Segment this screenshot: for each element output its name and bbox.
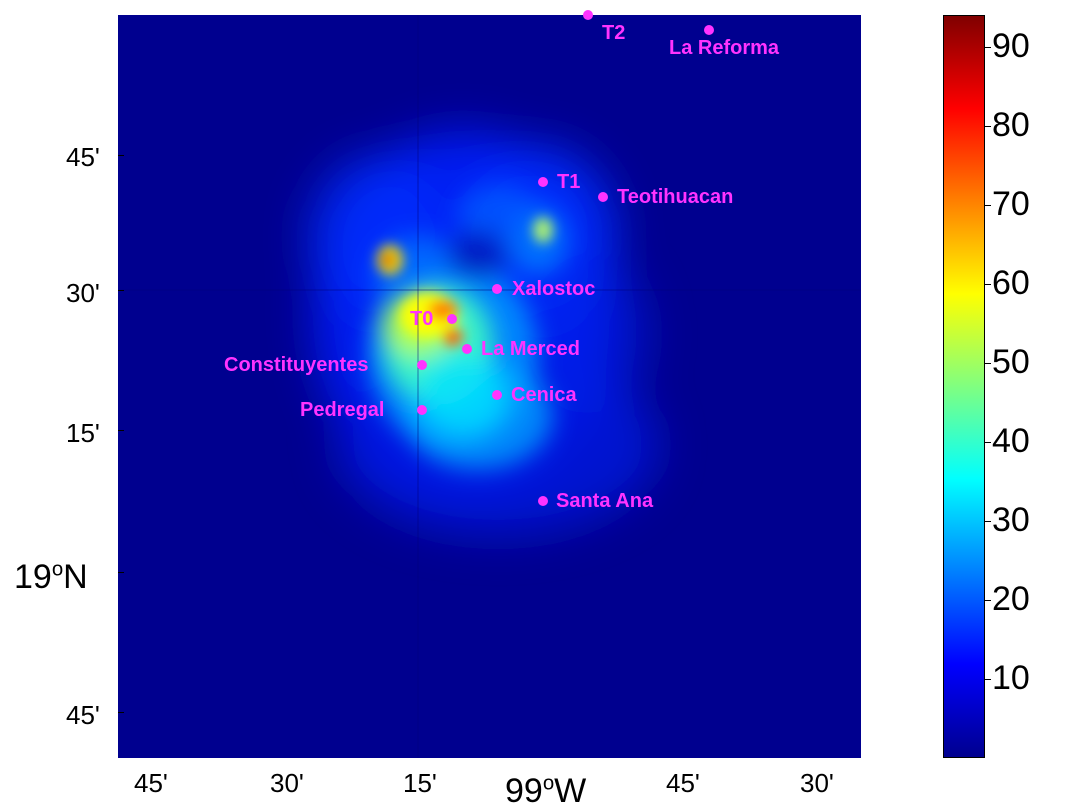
y-tick-label: 45' — [66, 142, 100, 172]
colorbar-label: 60 — [992, 263, 1030, 302]
y-tick-mark — [118, 290, 124, 291]
colorbar-label: 30 — [992, 500, 1030, 539]
station-marker-cenica — [492, 390, 502, 400]
station-label-la-merced: La Merced — [481, 338, 580, 360]
x-tick-label: 30' — [800, 768, 834, 798]
x-axis-degree: 99 — [505, 772, 543, 810]
colorbar-label: 40 — [992, 421, 1030, 460]
station-marker-teotihuacan — [598, 192, 608, 202]
y-tick-mark — [118, 430, 124, 431]
colorbar-label: 50 — [992, 342, 1030, 381]
station-marker-la-merced — [462, 344, 472, 354]
y-tick-label: 30' — [66, 278, 100, 308]
station-label-t2: T2 — [602, 22, 626, 44]
colorbar-label: 80 — [992, 105, 1030, 144]
station-marker-xalostoc — [492, 284, 502, 294]
station-label-pedregal: Pedregal — [300, 399, 385, 421]
station-label-xalostoc: Xalostoc — [512, 278, 596, 300]
x-axis-direction: W — [554, 772, 587, 810]
degree-symbol: o — [51, 558, 64, 581]
station-marker-t2 — [583, 10, 593, 20]
colorbar-tick — [985, 599, 991, 601]
map-frame — [118, 15, 861, 758]
colorbar-label: 10 — [992, 658, 1030, 697]
y-axis-direction: N — [63, 558, 88, 596]
y-tick-label: 15' — [66, 418, 100, 448]
station-marker-t0 — [447, 314, 457, 324]
station-label-t1: T1 — [557, 171, 581, 193]
x-tick-label: 15' — [403, 768, 437, 798]
station-marker-la-reforma — [704, 25, 714, 35]
colorbar-tick — [985, 46, 991, 48]
colorbar-tick — [985, 362, 991, 364]
y-tick-label: 45' — [66, 700, 100, 730]
colorbar-tick — [985, 678, 991, 680]
colorbar-label: 90 — [992, 26, 1030, 65]
colorbar-label: 20 — [992, 579, 1030, 618]
station-marker-santa-ana — [538, 496, 548, 506]
x-axis-main-label: 99oW — [505, 772, 586, 811]
colorbar — [943, 15, 985, 758]
y-tick-mark — [118, 572, 124, 573]
y-tick-mark — [118, 712, 124, 713]
station-marker-t1 — [538, 177, 548, 187]
station-label-la-reforma: La Reforma — [669, 37, 780, 59]
station-marker-constituyentes — [417, 360, 427, 370]
station-label-t0: T0 — [410, 308, 434, 330]
colorbar-tick — [985, 441, 991, 443]
concentration-heatmap — [118, 15, 861, 758]
station-marker-pedregal — [417, 405, 427, 415]
station-label-constituyentes: Constituyentes — [224, 354, 369, 376]
degree-symbol: o — [542, 772, 555, 795]
station-label-teotihuacan: Teotihuacan — [617, 186, 734, 208]
x-tick-label: 45' — [134, 768, 168, 798]
y-axis-main-label: 19oN — [14, 558, 88, 597]
colorbar-tick — [985, 283, 991, 285]
y-axis-degree: 19 — [14, 558, 52, 596]
station-label-santa-ana: Santa Ana — [556, 490, 654, 512]
colorbar-tick — [985, 125, 991, 127]
colorbar-label: 70 — [992, 184, 1030, 223]
station-label-cenica: Cenica — [511, 384, 577, 406]
x-tick-label: 45' — [666, 768, 700, 798]
colorbar-tick — [985, 204, 991, 206]
colorbar-tick — [985, 520, 991, 522]
x-tick-label: 30' — [270, 768, 304, 798]
y-tick-mark — [118, 155, 124, 156]
